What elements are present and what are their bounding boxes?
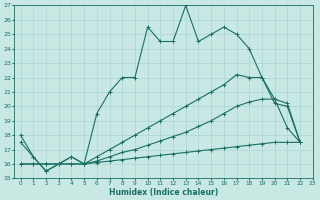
X-axis label: Humidex (Indice chaleur): Humidex (Indice chaleur) (109, 188, 218, 197)
